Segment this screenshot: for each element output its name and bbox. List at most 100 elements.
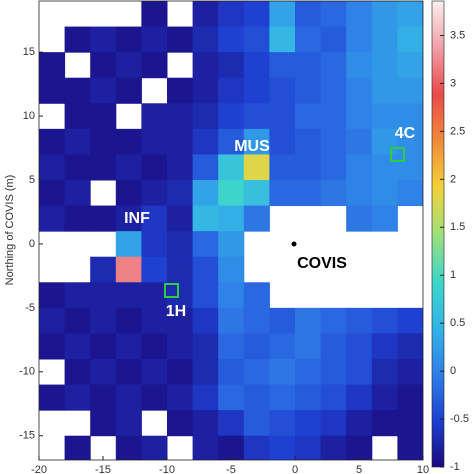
heatmap-cell xyxy=(64,26,91,53)
heatmap-cell xyxy=(141,231,168,258)
heatmap-cell xyxy=(269,52,296,79)
heatmap-cell xyxy=(64,205,91,232)
heatmap-cell xyxy=(397,435,423,460)
heatmap-cell xyxy=(371,205,398,232)
heatmap-cell xyxy=(346,1,373,28)
y-tick-label: -15 xyxy=(19,430,35,442)
heatmap-cell xyxy=(346,179,373,207)
x-tick-label: 5 xyxy=(356,464,362,474)
heatmap-cell xyxy=(192,128,219,155)
heatmap-cell xyxy=(64,179,91,207)
heatmap-cell xyxy=(90,256,117,283)
heatmap-cell xyxy=(397,52,423,79)
heatmap-cell xyxy=(320,410,347,437)
heatmap-cell xyxy=(243,26,270,53)
heatmap-cell xyxy=(218,26,245,53)
heatmap-cell xyxy=(167,154,194,181)
heatmap-cell xyxy=(39,333,66,360)
heatmap-cell xyxy=(218,333,245,360)
heatmap-cell xyxy=(295,128,322,155)
y-tick-label: -5 xyxy=(25,302,35,314)
heatmap-cell xyxy=(115,231,142,258)
heatmap-cell xyxy=(243,1,270,28)
heatmap-cell xyxy=(320,333,347,360)
heatmap-cell xyxy=(243,384,270,411)
colorbar-tick-label: 1 xyxy=(450,269,456,281)
heatmap-cell xyxy=(115,307,142,334)
heatmap-cell xyxy=(64,128,91,155)
heatmap-cell xyxy=(218,179,245,207)
heatmap-cell xyxy=(90,282,117,309)
y-tick-label: 15 xyxy=(23,46,35,58)
heatmap-cell xyxy=(371,384,398,411)
heatmap-cell xyxy=(218,358,245,386)
heatmap-cell xyxy=(64,154,91,181)
heatmap-cell xyxy=(397,128,423,155)
heatmap-cell xyxy=(115,77,142,104)
heatmap-cell xyxy=(243,282,270,309)
heatmap xyxy=(39,1,423,460)
heatmap-cell xyxy=(320,26,347,53)
heatmap-cell xyxy=(320,1,347,28)
heatmap-cell xyxy=(218,256,245,283)
heatmap-cell xyxy=(346,52,373,79)
heatmap-cell xyxy=(115,128,142,155)
heatmap-cell xyxy=(371,26,398,53)
heatmap-cell xyxy=(115,435,142,460)
heatmap-cell xyxy=(90,307,117,334)
colorbar xyxy=(431,0,445,468)
heatmap-cell xyxy=(346,154,373,181)
heatmap-cell xyxy=(39,205,66,232)
heatmap-cell xyxy=(167,205,194,232)
y-tick-label: 5 xyxy=(29,174,35,186)
heatmap-cell xyxy=(167,307,194,334)
heatmap-cell xyxy=(397,1,423,28)
colorbar-tick-label: 1.5 xyxy=(450,221,465,233)
heatmap-cell xyxy=(115,179,142,207)
heatmap-cell xyxy=(397,154,423,181)
heatmap-cell xyxy=(218,205,245,232)
heatmap-cell xyxy=(269,26,296,53)
heatmap-cell xyxy=(269,179,296,207)
heatmap-cell xyxy=(218,410,245,437)
heatmap-cell xyxy=(218,77,245,104)
heatmap-cell xyxy=(397,77,423,104)
heatmap-cell xyxy=(192,435,219,460)
heatmap-cell xyxy=(269,410,296,437)
y-axis-label: Northing of COVIS (m) xyxy=(4,175,16,286)
heatmap-cell xyxy=(346,307,373,334)
heatmap-cell xyxy=(192,358,219,386)
heatmap-cell xyxy=(218,103,245,130)
heatmap-cell xyxy=(346,384,373,411)
colorbar-tick-label: 2 xyxy=(450,173,456,185)
heatmap-cell xyxy=(115,384,142,411)
heatmap-cell xyxy=(39,154,66,181)
heatmap-cell xyxy=(243,179,270,207)
y-tick-label: -10 xyxy=(19,366,35,378)
heatmap-cell xyxy=(39,179,66,207)
heatmap-cell xyxy=(243,52,270,79)
heatmap-cell xyxy=(218,435,245,460)
heatmap-cell xyxy=(346,26,373,53)
heatmap-cell xyxy=(218,384,245,411)
heatmap-cell xyxy=(192,307,219,334)
heatmap-cell xyxy=(39,128,66,155)
heatmap-cell xyxy=(141,205,168,232)
colorbar-tick-label: -0.5 xyxy=(450,413,469,425)
heatmap-cell xyxy=(115,205,142,232)
heatmap-cell xyxy=(218,1,245,28)
heatmap-cell xyxy=(90,128,117,155)
heatmap-cell xyxy=(141,128,168,155)
x-tick-label: -5 xyxy=(226,464,236,474)
heatmap-cell xyxy=(371,410,398,437)
heatmap-cell xyxy=(397,103,423,130)
heatmap-cell xyxy=(167,179,194,207)
heatmap-cell xyxy=(167,256,194,283)
heatmap-cell xyxy=(64,103,91,130)
heatmap-cell xyxy=(192,26,219,53)
heatmap-cell xyxy=(141,358,168,386)
heatmap-cell xyxy=(90,410,117,437)
heatmap-cell xyxy=(243,410,270,437)
